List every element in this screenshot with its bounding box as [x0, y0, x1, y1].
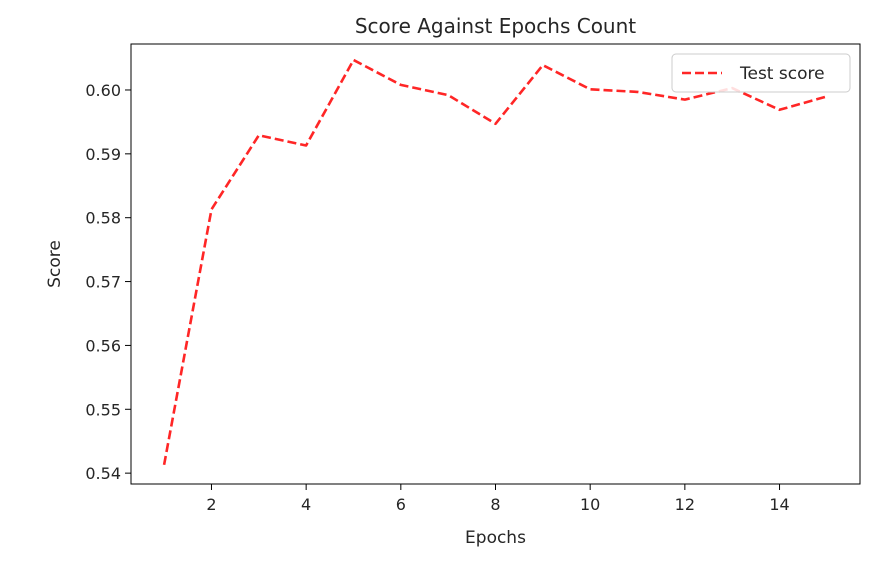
y-tick-label: 0.54	[85, 464, 121, 483]
data-point	[447, 94, 449, 96]
data-point	[826, 95, 828, 97]
data-point	[400, 84, 402, 86]
y-tick-label: 0.60	[85, 81, 121, 100]
series-layer	[162, 58, 828, 466]
x-axis-label: Epochs	[465, 528, 526, 548]
x-tick-label: 4	[301, 495, 311, 514]
y-tick-label: 0.55	[85, 400, 121, 419]
x-tick-label: 14	[769, 495, 789, 514]
x-tick-label: 2	[206, 495, 216, 514]
data-point	[589, 88, 591, 90]
x-tick-label: 8	[490, 495, 500, 514]
y-tick-label: 0.57	[85, 273, 121, 292]
y-tick-label: 0.59	[85, 145, 121, 164]
y-tick-label: 0.56	[85, 336, 121, 355]
y-tick-label: 0.58	[85, 209, 121, 228]
data-point	[636, 91, 638, 93]
x-axis: 2 4 6 8 10 12 14	[206, 484, 790, 514]
x-tick-label: 10	[580, 495, 600, 514]
legend: Test score	[671, 53, 851, 93]
data-point	[684, 98, 686, 100]
series-line	[162, 58, 828, 466]
chart-title: Score Against Epochs Count	[355, 14, 636, 38]
x-tick-label: 12	[675, 495, 695, 514]
legend-box	[671, 53, 851, 93]
data-point	[494, 123, 496, 125]
data-point	[210, 208, 212, 210]
data-point	[778, 109, 780, 111]
data-point	[542, 64, 544, 66]
legend-label: Test score	[739, 64, 825, 84]
x-tick-label: 6	[396, 495, 406, 514]
y-axis: 0.54 0.55 0.56 0.57 0.58 0.59 0.60	[85, 81, 131, 483]
data-point	[305, 144, 307, 146]
y-axis-label: Score	[45, 240, 65, 288]
data-point	[258, 134, 260, 136]
data-point	[352, 59, 354, 61]
data-point	[163, 464, 165, 466]
plot-area-frame	[130, 43, 861, 485]
